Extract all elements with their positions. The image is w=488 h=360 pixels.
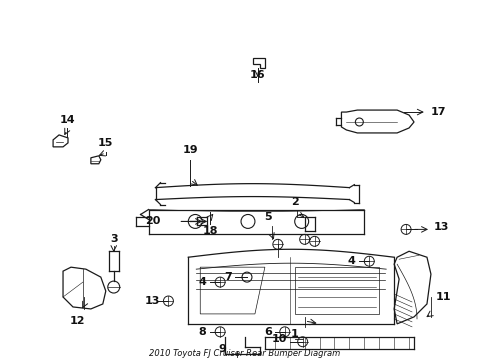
Text: 18: 18	[202, 226, 218, 237]
Text: 15: 15	[98, 138, 113, 148]
Text: 6: 6	[264, 327, 271, 337]
Text: 8: 8	[198, 327, 206, 337]
Text: 5: 5	[264, 212, 271, 222]
Text: 13: 13	[144, 296, 160, 306]
Text: 19: 19	[182, 145, 198, 155]
Text: 4: 4	[347, 256, 355, 266]
Text: 10: 10	[271, 334, 287, 344]
Text: 13: 13	[432, 222, 447, 233]
Text: 4: 4	[198, 277, 206, 287]
Text: 16: 16	[249, 70, 265, 80]
Text: 20: 20	[144, 216, 160, 226]
Text: 7: 7	[224, 272, 231, 282]
Text: 14: 14	[59, 115, 75, 125]
Text: 12: 12	[69, 316, 84, 326]
Text: 17: 17	[430, 107, 446, 117]
Text: 2: 2	[290, 197, 298, 207]
Text: 3: 3	[110, 234, 117, 244]
Text: 11: 11	[435, 292, 451, 302]
Text: 9: 9	[218, 344, 225, 354]
Text: 1: 1	[290, 329, 298, 339]
Text: 2010 Toyota FJ Cruiser Rear Bumper Diagram: 2010 Toyota FJ Cruiser Rear Bumper Diagr…	[148, 349, 340, 358]
